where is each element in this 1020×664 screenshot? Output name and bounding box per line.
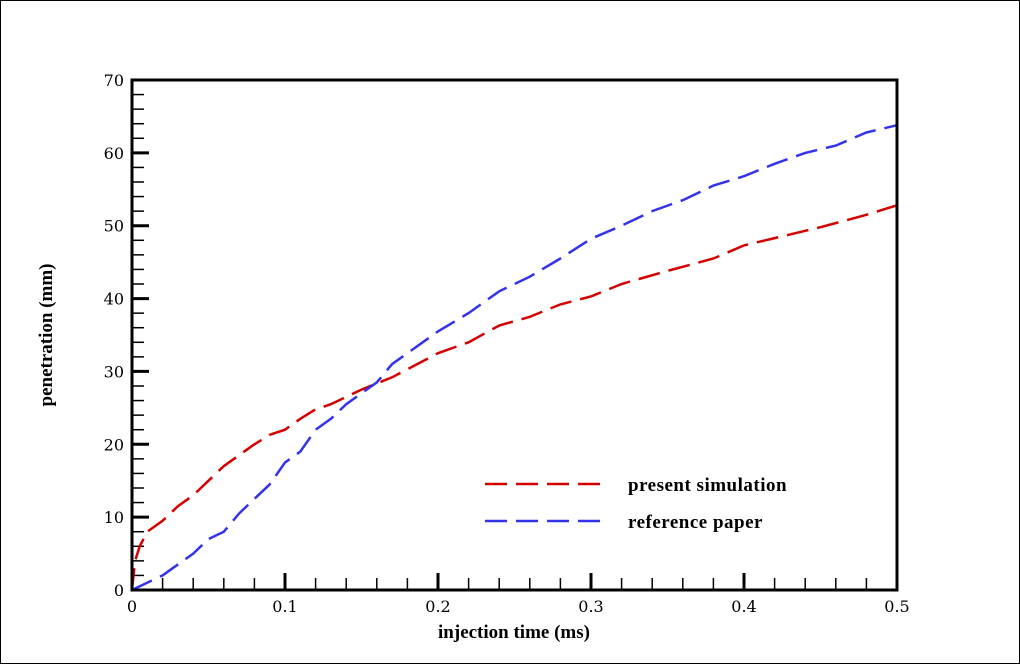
y-tick-label: 10 xyxy=(104,508,124,527)
x-tick-label: 0.3 xyxy=(578,597,603,616)
legend-label-reference-paper: reference paper xyxy=(628,512,763,533)
y-tick-label: 0 xyxy=(114,581,124,600)
y-tick-label: 70 xyxy=(104,71,124,90)
y-tick-label: 50 xyxy=(104,217,124,236)
x-tick-label: 0.1 xyxy=(272,597,297,616)
x-tick-label: 0 xyxy=(127,597,137,616)
legend: present simulation reference paper xyxy=(485,475,787,533)
series-line-reference-paper xyxy=(131,123,898,592)
y-tick-label: 40 xyxy=(104,290,124,309)
series-line-present-simulation xyxy=(130,204,898,591)
y-axis-label: penetration (mm) xyxy=(36,264,57,407)
y-tick-label: 60 xyxy=(104,144,124,163)
x-axis-label: injection time (ms) xyxy=(438,622,590,643)
plot-area-border xyxy=(130,78,899,592)
y-tick-label: 30 xyxy=(104,362,124,381)
legend-label-present-simulation: present simulation xyxy=(628,475,787,496)
x-tick-label: 0.4 xyxy=(731,597,756,616)
x-tick-label: 0.5 xyxy=(884,597,909,616)
x-tick-label: 0.2 xyxy=(425,597,450,616)
y-tick-label: 20 xyxy=(104,435,124,454)
